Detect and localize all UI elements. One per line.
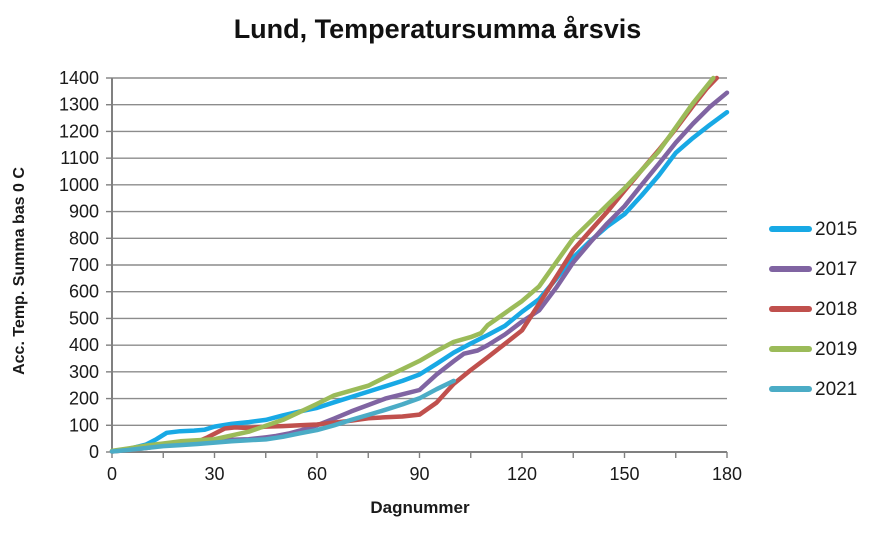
gridlines	[106, 77, 727, 453]
svg-text:800: 800	[69, 228, 99, 248]
legend-item-2015: 2015	[769, 209, 857, 249]
legend: 2015 2017 2018 2019 2021	[769, 209, 857, 409]
legend-label: 2017	[815, 258, 858, 280]
legend-line-swatch-2018	[769, 306, 812, 312]
svg-text:100: 100	[69, 415, 99, 435]
svg-text:700: 700	[69, 255, 99, 275]
x-axis-tick-labels: 0 30 60 90 120 150 180	[107, 464, 742, 484]
svg-text:30: 30	[204, 464, 224, 484]
axes	[111, 78, 728, 458]
chart-title: Lund, Temperatursumma årsvis	[233, 14, 642, 44]
svg-text:90: 90	[409, 464, 429, 484]
svg-text:600: 600	[69, 282, 99, 302]
svg-text:180: 180	[712, 464, 742, 484]
svg-text:150: 150	[609, 464, 639, 484]
series-line-2018	[109, 75, 720, 454]
svg-text:120: 120	[507, 464, 537, 484]
y-axis-title: Acc. Temp. Summa bas 0 C	[11, 167, 28, 375]
svg-text:1200: 1200	[59, 121, 99, 141]
svg-text:900: 900	[69, 202, 99, 222]
legend-label: 2021	[815, 378, 858, 400]
legend-item-2017: 2017	[769, 249, 857, 289]
legend-line-swatch-2017	[769, 266, 812, 272]
legend-label: 2019	[815, 338, 858, 360]
series-line-2021	[109, 378, 456, 454]
svg-text:400: 400	[69, 335, 99, 355]
legend-label: 2015	[815, 218, 858, 240]
series-line-2019	[109, 75, 716, 454]
svg-text:0: 0	[107, 464, 117, 484]
x-axis-title: Dagnummer	[370, 498, 470, 517]
svg-text:1400: 1400	[59, 68, 99, 88]
legend-label: 2018	[815, 298, 858, 320]
svg-text:200: 200	[69, 389, 99, 409]
y-axis-tick-labels: 0 100 200 300 400 500 600 700 800 900 1000 1100 1200…	[59, 68, 99, 462]
legend-item-2021: 2021	[769, 369, 857, 409]
legend-line-swatch-2015	[769, 226, 812, 232]
svg-text:1300: 1300	[59, 95, 99, 115]
svg-text:1000: 1000	[59, 175, 99, 195]
svg-text:300: 300	[69, 362, 99, 382]
svg-text:60: 60	[307, 464, 327, 484]
svg-text:0: 0	[89, 442, 99, 462]
series-line-2015	[109, 109, 730, 454]
legend-line-swatch-2021	[769, 386, 812, 392]
svg-text:1100: 1100	[60, 148, 99, 168]
legend-item-2018: 2018	[769, 289, 857, 329]
legend-line-swatch-2019	[769, 346, 812, 352]
legend-item-2019: 2019	[769, 329, 857, 369]
svg-text:500: 500	[69, 308, 99, 328]
